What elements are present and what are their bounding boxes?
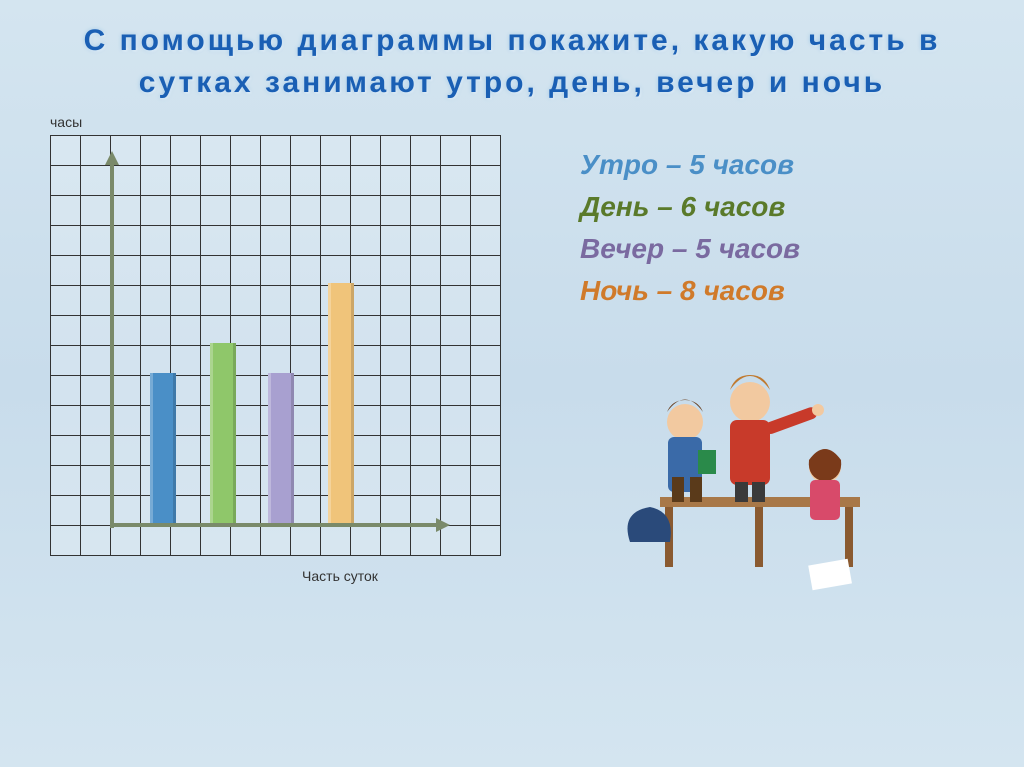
legend-item: Утро – 5 часов — [580, 144, 974, 186]
students-illustration — [580, 332, 900, 592]
x-axis-label: Часть суток — [130, 568, 550, 584]
x-axis — [110, 523, 440, 527]
legend-item: День – 6 часов — [580, 186, 974, 228]
x-axis-arrow-icon — [436, 518, 450, 532]
bar-день — [210, 343, 236, 523]
legend-item: Ночь – 8 часов — [580, 270, 974, 312]
chart-area: часы Часть суток — [50, 114, 550, 584]
page-title: С помощью диаграммы покажите, какую част… — [0, 0, 1024, 114]
bar-ночь — [328, 283, 354, 523]
chart-grid — [50, 135, 501, 556]
right-panel: Утро – 5 часовДень – 6 часовВечер – 5 ча… — [550, 114, 974, 592]
content-row: часы Часть суток Утро – 5 часовДень – 6 … — [0, 114, 1024, 592]
y-axis-arrow-icon — [105, 151, 119, 165]
legend-item: Вечер – 5 часов — [580, 228, 974, 270]
bar-вечер — [268, 373, 294, 523]
bar-утро — [150, 373, 176, 523]
y-axis — [110, 163, 114, 528]
y-axis-label: часы — [50, 114, 550, 130]
legend: Утро – 5 часовДень – 6 часовВечер – 5 ча… — [580, 144, 974, 312]
